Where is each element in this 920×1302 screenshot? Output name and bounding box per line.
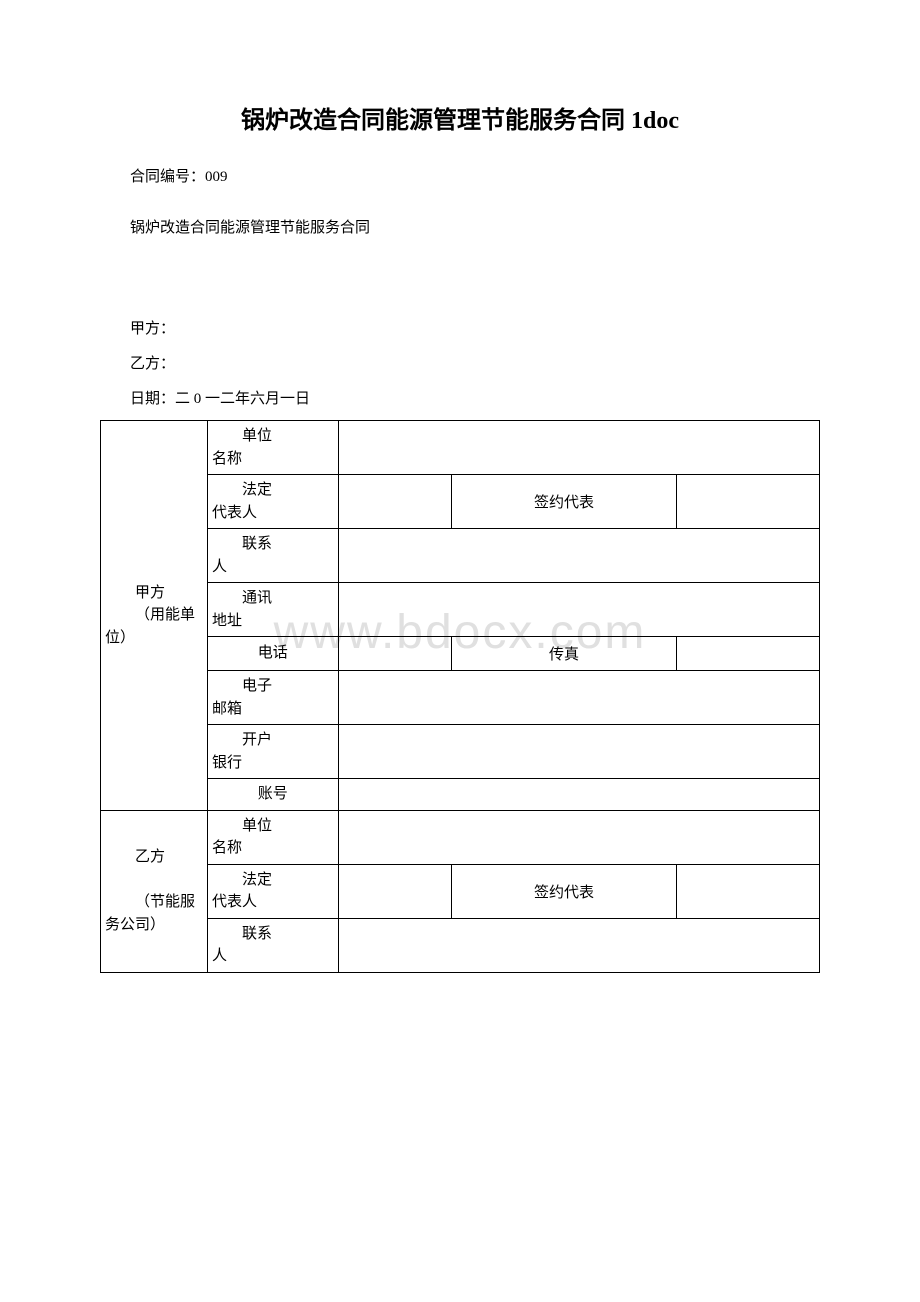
field-label-fax: 传真: [451, 637, 677, 671]
table-row: 联系 人: [101, 529, 820, 583]
document-title: 锅炉改造合同能源管理节能服务合同 1doc: [100, 100, 820, 135]
field-label-legal-rep-b: 法定 代表人: [207, 864, 338, 918]
field-value-address: [338, 583, 819, 637]
party-a-group-label: 甲方 （用能单位）: [101, 421, 208, 811]
table-row: 联系 人: [101, 918, 820, 972]
field-value-unit-name-b: [338, 810, 819, 864]
table-row: 账号: [101, 779, 820, 811]
field-label-phone: 电话: [207, 637, 338, 671]
table-row: 开户 银行: [101, 725, 820, 779]
table-row: 通讯 地址: [101, 583, 820, 637]
field-value-unit-name: [338, 421, 819, 475]
table-row: 法定 代表人 签约代表: [101, 475, 820, 529]
party-a-line: 甲方：: [100, 317, 820, 338]
field-label-email: 电子 邮箱: [207, 671, 338, 725]
field-label-account: 账号: [207, 779, 338, 811]
field-value-signing-rep: [677, 475, 820, 529]
date-line: 日期：二 0 一二年六月一日: [100, 387, 820, 408]
table-row: 乙方 （节能服务公司） 单位 名称: [101, 810, 820, 864]
field-value-account: [338, 779, 819, 811]
field-label-unit-name-b: 单位 名称: [207, 810, 338, 864]
field-label-address: 通讯 地址: [207, 583, 338, 637]
field-value-legal-rep-b: [338, 864, 451, 918]
table-row: 法定 代表人 签约代表: [101, 864, 820, 918]
field-value-phone: [338, 637, 451, 671]
field-value-signing-rep-b: [677, 864, 820, 918]
table-row: 甲方 （用能单位） 单位 名称: [101, 421, 820, 475]
field-label-signing-rep: 签约代表: [451, 475, 677, 529]
field-label-contact-b: 联系 人: [207, 918, 338, 972]
field-label-bank: 开户 银行: [207, 725, 338, 779]
field-value-bank: [338, 725, 819, 779]
field-label-unit-name: 单位 名称: [207, 421, 338, 475]
field-value-contact-b: [338, 918, 819, 972]
document-subtitle: 锅炉改造合同能源管理节能服务合同: [100, 216, 820, 237]
field-value-email: [338, 671, 819, 725]
field-value-contact: [338, 529, 819, 583]
table-row: 电子 邮箱: [101, 671, 820, 725]
contract-number: 合同编号：009: [100, 165, 820, 186]
field-value-legal-rep: [338, 475, 451, 529]
party-b-group-label: 乙方 （节能服务公司）: [101, 810, 208, 972]
field-label-legal-rep: 法定 代表人: [207, 475, 338, 529]
field-label-contact: 联系 人: [207, 529, 338, 583]
contract-info-table: 甲方 （用能单位） 单位 名称 法定 代表人 签约代表 联系 人: [100, 420, 820, 973]
table-row: 电话 传真: [101, 637, 820, 671]
field-label-signing-rep-b: 签约代表: [451, 864, 677, 918]
field-value-fax: [677, 637, 820, 671]
party-b-line: 乙方：: [100, 352, 820, 373]
